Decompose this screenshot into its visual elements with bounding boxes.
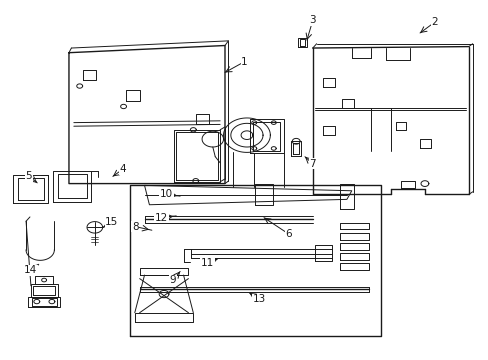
Text: 7: 7 [309,159,315,169]
Text: 11: 11 [201,258,214,268]
Text: 2: 2 [430,17,437,27]
Text: 14: 14 [24,265,38,275]
Text: 10: 10 [160,189,173,199]
Text: 3: 3 [309,15,315,26]
Text: 12: 12 [155,213,168,222]
Text: 6: 6 [285,229,291,239]
Text: 8: 8 [132,222,138,231]
Text: 5: 5 [25,171,32,181]
Text: 13: 13 [252,294,265,304]
Text: 9: 9 [169,275,176,285]
Text: 4: 4 [119,164,125,174]
Text: 15: 15 [105,217,118,227]
Text: 1: 1 [241,57,247,67]
